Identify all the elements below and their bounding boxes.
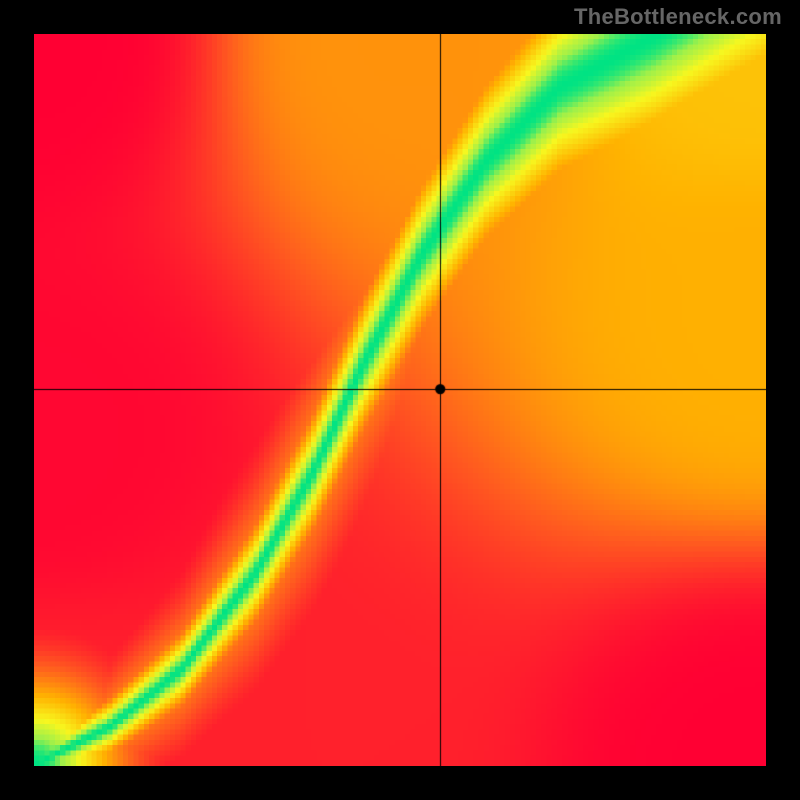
chart-container: TheBottleneck.com xyxy=(0,0,800,800)
crosshair-overlay xyxy=(34,34,766,766)
watermark-text: TheBottleneck.com xyxy=(574,4,782,30)
